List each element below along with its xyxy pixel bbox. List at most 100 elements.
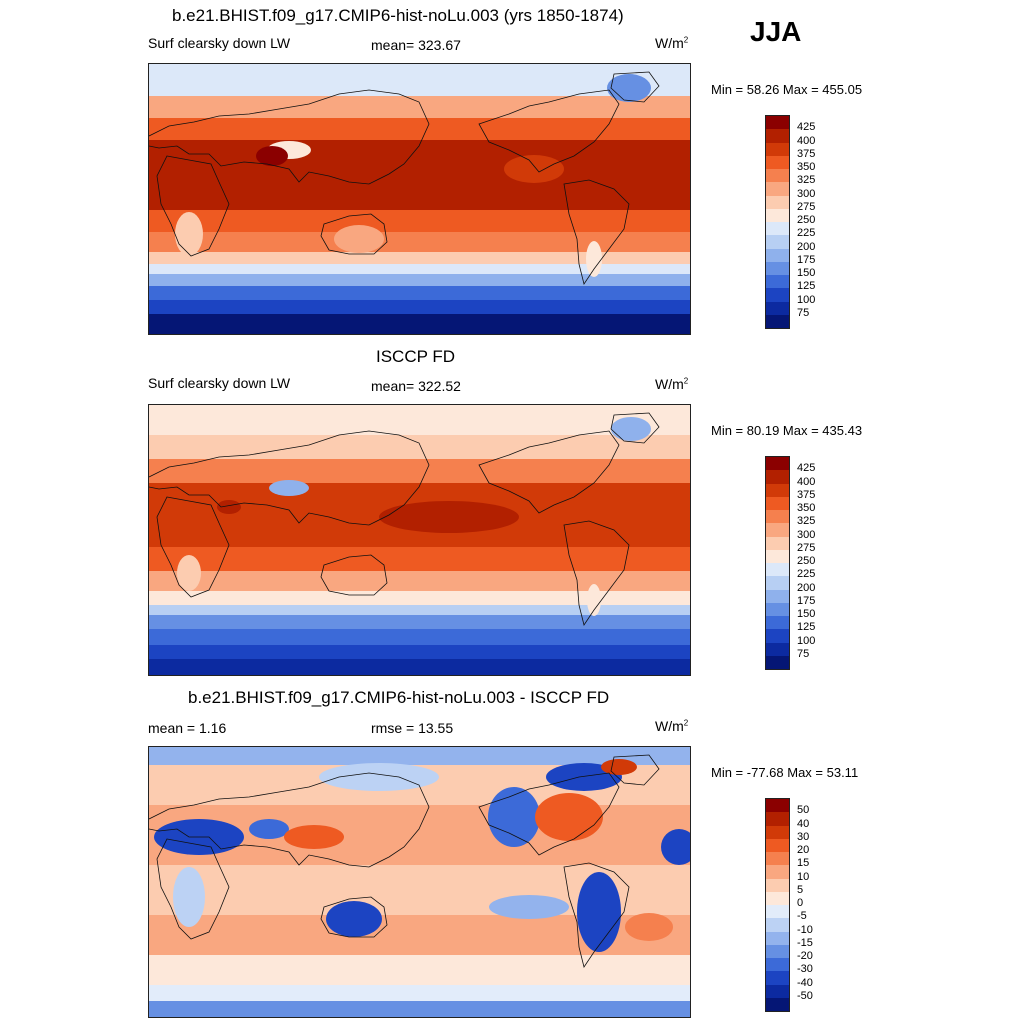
- panel3-colorbar-tick-label: -20: [797, 950, 813, 962]
- panel2-colorbar-swatch: [766, 536, 789, 550]
- panel2-colorbar-tick-label: 225: [797, 568, 816, 581]
- panel3-title: b.e21.BHIST.f09_g17.CMIP6-hist-noLu.003 …: [188, 688, 610, 707]
- panel1-colorbar-tick-label: 200: [797, 240, 816, 253]
- panel3-colorbar-tick-label: 15: [797, 857, 810, 870]
- panel1-minmax-label: Min = 58.26 Max = 455.05: [711, 82, 863, 97]
- panel2-colorbar-tick-label: 125: [797, 621, 816, 634]
- panel3-colorbar-tick-label: 30: [797, 830, 810, 843]
- panel3-colorbar: [765, 798, 790, 1012]
- panel2-colorbar-tick-label: 175: [797, 594, 816, 607]
- panel3-colorbar-swatch: [766, 838, 789, 852]
- panel1-colorbar-tick-label: 175: [797, 253, 816, 266]
- panel2-mean-label: mean= 322.52: [371, 378, 461, 394]
- panel3-colorbar-tick-label: 0: [797, 897, 804, 909]
- panel2-units-label: W/m2: [655, 376, 689, 392]
- panel2-colorbar-swatch: [766, 576, 789, 590]
- panel3-colorbar-tick-label: 40: [797, 817, 810, 830]
- panel1-colorbar-tick-label: 375: [797, 147, 816, 160]
- panel2-colorbar-swatch: [766, 510, 789, 524]
- panel1-colorbar-tick-label: 75: [797, 306, 810, 319]
- panel3-map-field: [149, 747, 690, 1017]
- panel3-colorbar-tick-label: -50: [797, 989, 813, 1002]
- panel2-map-field: [149, 405, 690, 675]
- panel3-colorbar-tick-label: -40: [797, 976, 813, 989]
- panel3-colorbar-swatch: [766, 852, 789, 866]
- panel1-colorbar-swatch: [766, 261, 789, 275]
- panel1-title: b.e21.BHIST.f09_g17.CMIP6-hist-noLu.003 …: [172, 6, 624, 25]
- panel1-colorbar-tick-label: 325: [797, 174, 816, 187]
- panel3-colorbar-swatch: [766, 944, 789, 958]
- panel3-minmax-label: Min = -77.68 Max = 53.11: [711, 765, 859, 780]
- panel1-variable-label: Surf clearsky down LW: [148, 35, 291, 51]
- panel1-colorbar-swatch: [766, 275, 789, 289]
- panel2-colorbar-tick-label: 300: [797, 528, 816, 541]
- panel1-colorbar-swatch: [766, 182, 789, 196]
- panel2-colorbar-swatch: [766, 602, 789, 616]
- panel2-colorbar-tick-label: 150: [797, 608, 816, 620]
- panel3-colorbar-swatch: [766, 878, 789, 892]
- panel2-colorbar-tick-label: 100: [797, 634, 816, 647]
- panel3-map: [148, 746, 691, 1018]
- panel2-map: [148, 404, 691, 676]
- panel3-colorbar-swatch: [766, 997, 789, 1011]
- panel3-colorbar-swatch: [766, 825, 789, 839]
- panel2-colorbar-swatch: [766, 563, 789, 577]
- panel2-colorbar-swatch: [766, 642, 789, 656]
- panel3-colorbar-tick-label: -5: [797, 910, 807, 923]
- panel1-colorbar-tick-label: 400: [797, 134, 816, 147]
- panel1-colorbar-tick-label: 275: [797, 200, 816, 213]
- panel3-colorbar-tick-label: 5: [797, 883, 804, 896]
- panel3-colorbar-tick-label: -10: [797, 923, 813, 936]
- panel3-rmse-label: rmse = 13.55: [371, 720, 454, 736]
- panel3-colorbar-swatch: [766, 931, 789, 945]
- panel2-colorbar-swatch: [766, 616, 789, 630]
- panel1-colorbar-swatch: [766, 116, 789, 130]
- panel1-colorbar-tick-label: 425: [797, 121, 816, 134]
- panel1-colorbar-swatch: [766, 288, 789, 302]
- panel1-colorbar-tick-label: 150: [797, 267, 816, 279]
- panel1-colorbar-swatch: [766, 301, 789, 315]
- panel2-colorbar-tick-label: 375: [797, 488, 816, 501]
- panel2-colorbar-tick-label: 75: [797, 647, 810, 660]
- panel1-colorbar-tick-label: 125: [797, 280, 816, 293]
- panel3-colorbar-swatch: [766, 799, 789, 813]
- panel1-units-label: W/m2: [655, 35, 689, 51]
- panel2-colorbar-tick-label: 325: [797, 515, 816, 528]
- panel2-colorbar-swatch: [766, 589, 789, 603]
- panel3-colorbar-swatch: [766, 905, 789, 919]
- panel1-colorbar-swatch: [766, 314, 789, 328]
- panel1-colorbar-swatch: [766, 235, 789, 249]
- panel1-map-field: [149, 64, 690, 334]
- panel1-colorbar-swatch: [766, 142, 789, 156]
- panel2-minmax-label: Min = 80.19 Max = 435.43: [711, 423, 863, 438]
- season-label: JJA: [750, 16, 802, 47]
- panel2-variable-label: Surf clearsky down LW: [148, 375, 291, 391]
- panel1-colorbar-tick-label: 350: [797, 161, 816, 173]
- panel1-colorbar-tick-label: 225: [797, 227, 816, 240]
- panel1-colorbar-swatch: [766, 248, 789, 262]
- panel1-colorbar: [765, 115, 790, 329]
- panel2-colorbar-swatch: [766, 483, 789, 497]
- panel1-colorbar-tick-label: 300: [797, 187, 816, 200]
- panel2-colorbar-swatch: [766, 457, 789, 471]
- panel3-colorbar-tick-label: -30: [797, 963, 813, 976]
- panel1-colorbar-swatch: [766, 208, 789, 222]
- panel2-colorbar-tick-label: 250: [797, 555, 816, 567]
- panel3-colorbar-swatch: [766, 891, 789, 905]
- panel3-colorbar-swatch: [766, 984, 789, 998]
- panel2-colorbar: [765, 456, 790, 670]
- panel2-colorbar-tick-label: 425: [797, 462, 816, 475]
- panel3-colorbar-tick-label: 20: [797, 844, 810, 856]
- panel2-colorbar-swatch: [766, 655, 789, 669]
- panel2-colorbar-tick-label: 350: [797, 502, 816, 514]
- panel1-colorbar-swatch: [766, 169, 789, 183]
- panel2-title: ISCCP FD: [376, 347, 456, 366]
- panel2-colorbar-swatch: [766, 549, 789, 563]
- panel2-colorbar-tick-label: 200: [797, 581, 816, 594]
- panel1-colorbar-tick-label: 250: [797, 214, 816, 226]
- panel2-colorbar-tick-label: 275: [797, 541, 816, 554]
- panel2-colorbar-swatch: [766, 470, 789, 484]
- panel3-colorbar-tick-label: 50: [797, 804, 810, 817]
- panel1-colorbar-swatch: [766, 129, 789, 143]
- panel1-mean-label: mean= 323.67: [371, 37, 461, 53]
